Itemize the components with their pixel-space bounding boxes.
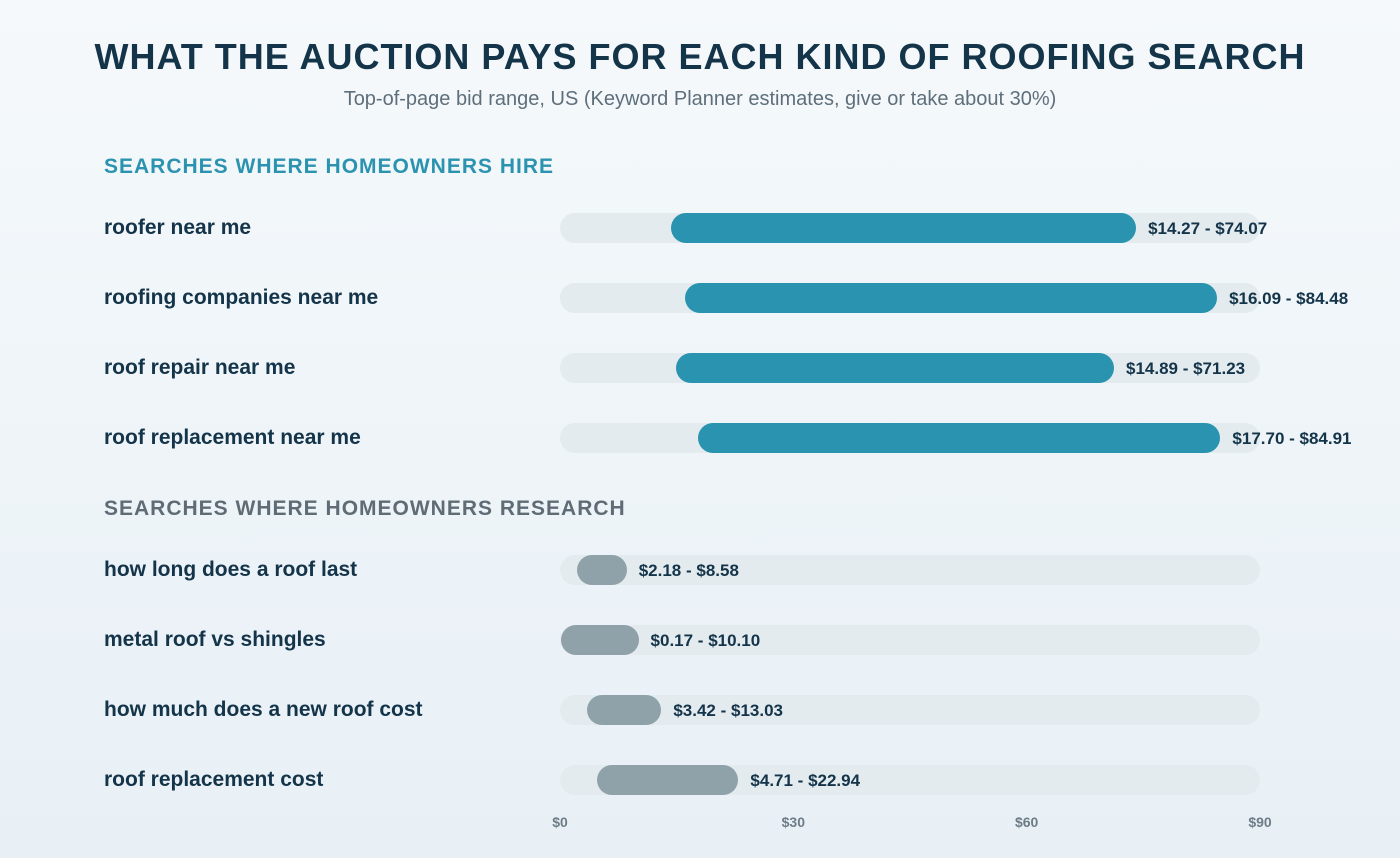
row-label: roof repair near me bbox=[104, 356, 296, 379]
row-label: metal roof vs shingles bbox=[104, 628, 326, 651]
group-header-research: SEARCHES WHERE HOMEOWNERS RESEARCH bbox=[104, 497, 626, 520]
range-value-label: $17.70 - $84.91 bbox=[1232, 429, 1352, 448]
range-value-label: $14.89 - $71.23 bbox=[1126, 359, 1246, 378]
chart-title: WHAT THE AUCTION PAYS FOR EACH KIND OF R… bbox=[94, 36, 1306, 77]
row-label: roofing companies near me bbox=[104, 286, 379, 309]
x-tick-label: $30 bbox=[781, 814, 806, 830]
x-tick-label: $0 bbox=[552, 814, 568, 830]
row-label: how much does a new roof cost bbox=[104, 698, 423, 721]
range-value-label: $2.18 - $8.58 bbox=[638, 561, 739, 580]
range-bar bbox=[561, 625, 639, 655]
chart-subtitle: Top-of-page bid range, US (Keyword Plann… bbox=[343, 88, 1057, 110]
range-bar bbox=[596, 765, 739, 795]
range-bar bbox=[670, 213, 1137, 243]
bar-track bbox=[560, 555, 1260, 585]
range-bar bbox=[685, 283, 1218, 313]
row-label: roofer near me bbox=[104, 216, 252, 239]
group-header-hire: SEARCHES WHERE HOMEOWNERS HIRE bbox=[104, 155, 555, 178]
range-value-label: $14.27 - $74.07 bbox=[1148, 219, 1268, 238]
range-value-label: $16.09 - $84.48 bbox=[1229, 289, 1349, 308]
range-bar bbox=[586, 695, 662, 725]
bar-track bbox=[560, 695, 1260, 725]
bar-track bbox=[560, 625, 1260, 655]
row-label: how long does a roof last bbox=[104, 558, 358, 581]
range-bar bbox=[697, 423, 1221, 453]
range-bar bbox=[576, 555, 627, 585]
range-value-label: $3.42 - $13.03 bbox=[673, 701, 783, 720]
row-label: roof replacement near me bbox=[104, 426, 361, 449]
x-tick-label: $60 bbox=[1014, 814, 1039, 830]
row-label: roof replacement cost bbox=[104, 768, 324, 791]
range-value-label: $0.17 - $10.10 bbox=[650, 631, 761, 650]
range-bar bbox=[675, 353, 1114, 383]
x-tick-label: $90 bbox=[1248, 814, 1272, 830]
range-value-label: $4.71 - $22.94 bbox=[750, 771, 861, 790]
